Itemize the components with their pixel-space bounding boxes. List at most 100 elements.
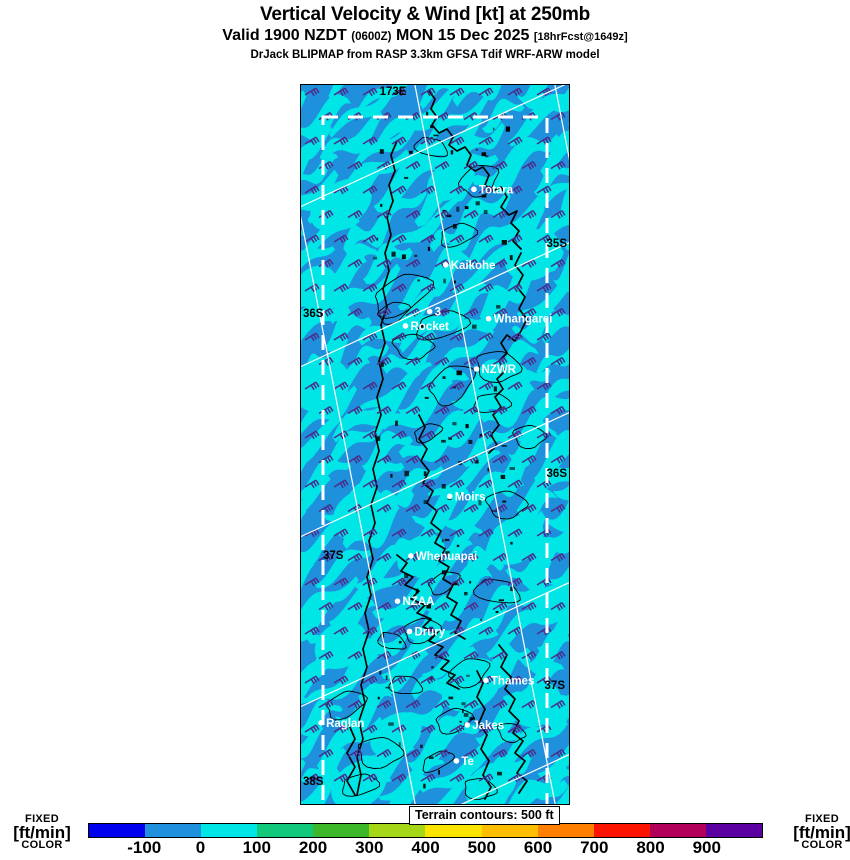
vv-blob — [397, 534, 445, 576]
vv-band — [442, 471, 525, 532]
wind-barb — [347, 601, 363, 611]
coast-detail — [388, 722, 394, 726]
wind-barb — [478, 283, 494, 293]
coast-detail — [395, 420, 398, 426]
longitude-line — [301, 215, 416, 804]
terrain-contour — [512, 425, 548, 449]
coast-detail — [474, 460, 479, 464]
colorbar-tick-300: 300 — [355, 838, 384, 857]
vv-band — [301, 659, 336, 702]
vv-blob — [370, 712, 422, 758]
station-marker[interactable]: NZAA — [394, 596, 435, 608]
coast-detail — [441, 439, 446, 443]
wind-barb — [478, 626, 494, 636]
wind-barb — [376, 552, 392, 562]
wind-barb — [507, 136, 523, 146]
station-marker[interactable]: Te — [453, 756, 474, 768]
colorbar-band-9 — [593, 824, 650, 837]
coast-detail — [487, 468, 491, 472]
wind-barb — [391, 675, 407, 685]
station-dot — [426, 308, 433, 315]
station-marker[interactable]: 3 — [426, 307, 441, 319]
wind-barbs-layer — [304, 87, 566, 783]
wind-barb — [347, 160, 363, 170]
coast-detail — [510, 586, 514, 592]
coast-detail — [423, 783, 426, 789]
station-marker[interactable]: Whangarei — [485, 314, 553, 326]
coast-detail — [478, 499, 482, 506]
wind-barb — [492, 209, 508, 219]
wind-barb — [376, 356, 392, 366]
coast-detail — [495, 611, 499, 613]
vv-band — [461, 603, 508, 645]
coast-detail — [391, 251, 396, 257]
station-marker[interactable]: Jakes — [464, 720, 504, 732]
grid-label: 38S — [303, 776, 324, 788]
wind-barb — [391, 528, 407, 538]
wind-barb — [318, 454, 334, 464]
station-marker[interactable]: Totara — [471, 184, 514, 196]
coast-detail — [501, 240, 507, 245]
station-label: NZAA — [403, 596, 435, 608]
wind-barb — [347, 699, 363, 709]
coast-detail — [497, 771, 502, 776]
wind-barb — [376, 503, 392, 513]
station-marker[interactable]: Drury — [406, 626, 446, 638]
wind-barb — [507, 332, 523, 342]
wind-barb — [478, 724, 494, 734]
station-marker[interactable]: NZWR — [473, 364, 517, 376]
terrain-contour — [448, 658, 491, 689]
terrain-contour — [326, 690, 369, 721]
wind-barb — [362, 528, 378, 538]
wind-barb — [449, 479, 465, 489]
coast-detail — [498, 599, 504, 602]
wind-barb — [463, 356, 479, 366]
terrain-contour — [376, 301, 412, 325]
wind-barb — [420, 479, 436, 489]
latitude-line — [301, 412, 569, 538]
wind-barb — [449, 136, 465, 146]
vv-band — [429, 207, 481, 253]
coastline — [428, 90, 522, 250]
wind-barb — [492, 699, 508, 709]
station-label: Drury — [415, 626, 446, 638]
wind-barb — [449, 185, 465, 195]
coast-detail — [398, 742, 401, 747]
wind-barb — [420, 136, 436, 146]
forecast-tag: [18hrFcst@1649z] — [533, 31, 628, 43]
wind-barb — [362, 234, 378, 244]
wind-barb — [550, 552, 566, 562]
wind-barb — [507, 528, 523, 538]
station-marker[interactable]: Kaikohe — [442, 260, 496, 272]
wind-barb — [434, 307, 450, 317]
station-marker[interactable]: Raglan — [318, 718, 364, 730]
terrain-contour — [377, 631, 407, 650]
wind-barb — [333, 577, 349, 587]
station-marker[interactable]: Whenuapai — [408, 551, 477, 563]
vv-band — [421, 629, 499, 680]
wind-barb — [449, 577, 465, 587]
coast-detail — [475, 201, 480, 206]
colorbar[interactable] — [88, 823, 763, 838]
wind-barb — [478, 430, 494, 440]
station-label: Kaikohe — [451, 260, 496, 272]
wind-barb — [391, 283, 407, 293]
terrain-contours-layer — [326, 136, 548, 800]
coast-detail — [464, 592, 468, 596]
wind-barb — [434, 503, 450, 513]
station-marker[interactable]: Rocket — [402, 321, 449, 333]
wind-barb — [463, 405, 479, 415]
station-marker[interactable]: Moirs — [446, 491, 485, 503]
terrain-contour — [342, 773, 381, 797]
coast-detail — [450, 150, 454, 155]
colorbar-tick-700: 700 — [580, 838, 609, 857]
forecast-map[interactable]: Totara Kaikohe 3 Rocket Whangarei NZWR Moirs Wh… — [300, 84, 570, 805]
coast-detail — [502, 500, 507, 503]
wind-barb — [318, 650, 334, 660]
wind-barb — [405, 601, 421, 611]
coast-detail — [402, 579, 405, 582]
station-marker[interactable]: Thames — [483, 675, 534, 687]
wind-barb — [434, 601, 450, 611]
wind-barb — [420, 724, 436, 734]
wind-barb — [478, 185, 494, 195]
